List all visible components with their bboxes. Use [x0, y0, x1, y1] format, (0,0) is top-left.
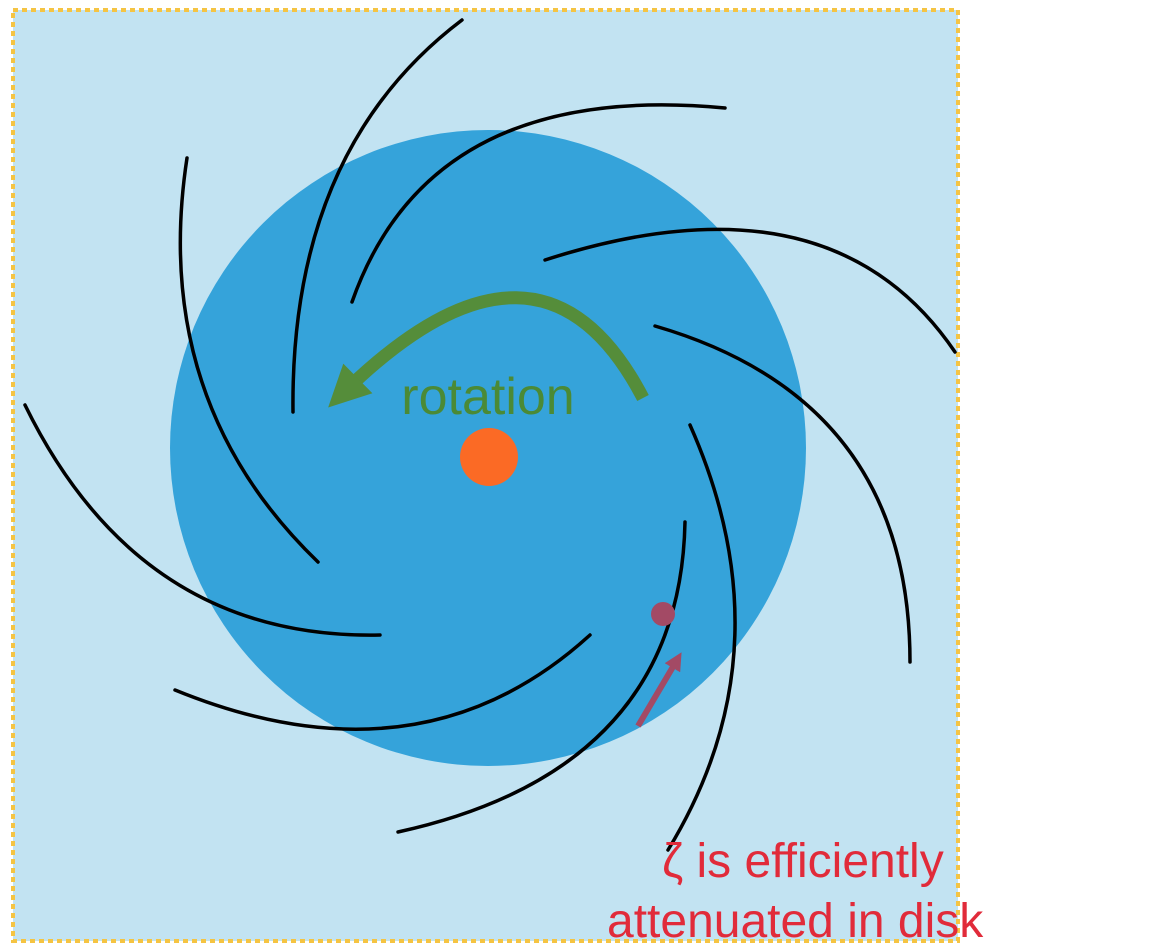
rotation-arrow-icon: [328, 291, 649, 408]
note-line-2: attenuated in disk: [607, 895, 984, 945]
spiral-arm: [396, 520, 687, 834]
spiral-arm: [666, 423, 737, 852]
note-line-1: ζ is efficiently: [662, 835, 944, 888]
spiral-arm: [291, 18, 464, 414]
spiral-arm: [543, 227, 957, 354]
spiral-arm: [173, 633, 592, 731]
center-star: [460, 428, 518, 486]
spiral-arm: [23, 403, 382, 637]
rotation-label: rotation: [401, 368, 574, 426]
particle: [651, 602, 675, 626]
spiral-arms: [23, 18, 957, 852]
spiral-arm: [653, 324, 912, 664]
particle-arrow-icon: [635, 652, 682, 728]
spiral-arm: [178, 156, 320, 564]
spiral-arm: [350, 103, 727, 304]
